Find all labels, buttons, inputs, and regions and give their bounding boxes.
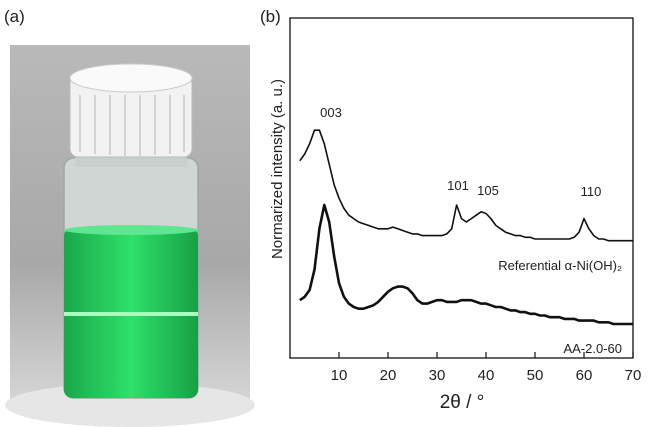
x-tick-label: 20 [380, 367, 397, 384]
panel-label: (a) [4, 7, 25, 26]
chart: Normarized intensity (a. u.) 2θ / ° 003 … [269, 17, 634, 413]
peak-label: 003 [320, 105, 342, 120]
x-axis-label: 2θ / ° [440, 392, 485, 413]
x-tick-label: 40 [478, 367, 495, 384]
series-line [299, 129, 633, 242]
x-tick-label: 70 [625, 367, 642, 384]
panel-label: (b) [260, 7, 281, 26]
x-tick-label: 10 [331, 367, 348, 384]
series-line [299, 203, 633, 326]
legend-label: AA-2.0-60 [563, 341, 622, 356]
x-tick-label: 50 [527, 367, 544, 384]
plot-frame [289, 17, 634, 359]
legend-label: Referential α-Ni(OH)₂ [498, 258, 622, 273]
peak-label: 101 [447, 178, 469, 193]
peak-label: 105 [477, 183, 499, 198]
y-axis-label: Normarized intensity (a. u.) [269, 79, 286, 259]
photo [5, 45, 255, 427]
x-tick-label: 60 [576, 367, 593, 384]
peak-label: 110 [581, 184, 602, 199]
x-tick-label: 30 [429, 367, 446, 384]
